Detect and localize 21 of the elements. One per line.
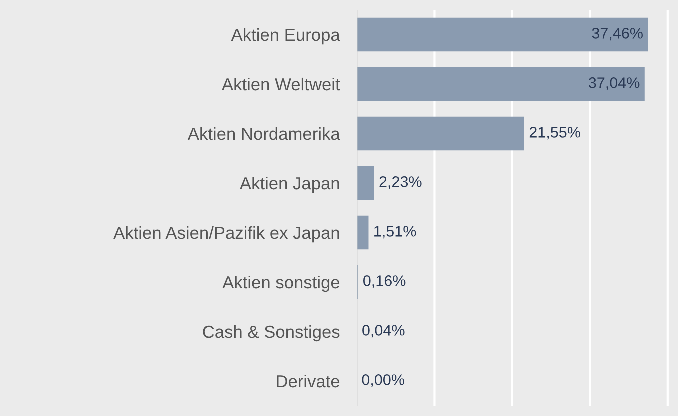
data-label: 21,55% — [530, 127, 580, 140]
y-tick-label: Cash & Sonstiges — [203, 325, 340, 342]
data-label: 37,46% — [592, 28, 643, 41]
bar — [357, 216, 369, 250]
y-tick-label: Aktien Weltweit — [222, 78, 340, 91]
y-tick-label: Aktien Japan — [240, 176, 340, 194]
y-tick-label: Derivate — [277, 374, 340, 388]
data-label: 2,23% — [380, 176, 422, 190]
bar — [357, 166, 374, 200]
y-tick-label: Aktien sonstige — [222, 276, 340, 292]
bar — [357, 67, 645, 102]
y-tick-label: Aktien Europa — [231, 28, 340, 45]
data-label: 0,00% — [362, 374, 404, 388]
data-label: 1,51% — [374, 226, 416, 239]
data-label: 0,04% — [362, 325, 405, 338]
data-label: 0,16% — [364, 276, 406, 288]
bar — [357, 18, 648, 52]
bar — [357, 116, 524, 151]
data-label: 37,04% — [588, 78, 640, 90]
y-tick-label: Aktien Nordamerika — [188, 127, 340, 140]
y-tick-label: Aktien Asien/Pazifik ex Japan — [114, 226, 340, 243]
